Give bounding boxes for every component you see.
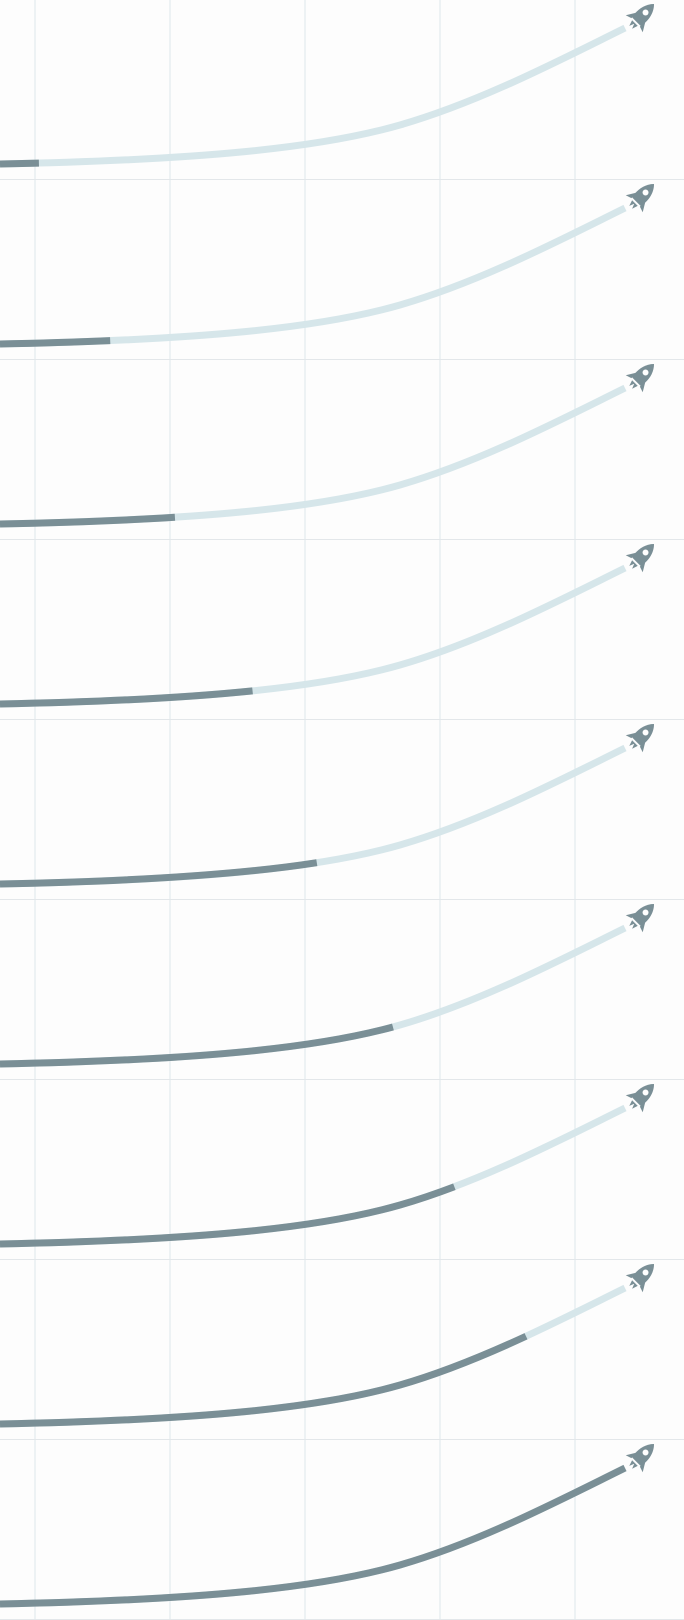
progress-panel [0, 180, 684, 360]
progress-panel [0, 540, 684, 720]
progress-fill [0, 1104, 627, 1248]
progress-track [0, 24, 627, 168]
progress-fill [0, 744, 627, 888]
progress-curve-chart [0, 1440, 684, 1620]
progress-curve-chart [0, 720, 684, 900]
rocket-icon [625, 903, 655, 933]
progress-panel [0, 360, 684, 540]
rocket-icon [625, 723, 655, 753]
progress-panel [0, 1080, 684, 1260]
progress-fill [0, 1284, 627, 1428]
rocket-icon [625, 543, 655, 573]
progress-curve-chart [0, 1260, 684, 1440]
progress-track [0, 384, 627, 528]
rocket-icon [625, 1443, 655, 1473]
progress-fill [0, 1464, 627, 1608]
progress-panel [0, 900, 684, 1080]
progress-curve-chart [0, 0, 684, 180]
progress-curve-chart [0, 540, 684, 720]
progress-fill [0, 924, 627, 1068]
progress-panel [0, 1260, 684, 1440]
progress-curve-chart [0, 180, 684, 360]
rocket-icon [625, 183, 655, 213]
progress-track [0, 204, 627, 348]
progress-panel [0, 0, 684, 180]
progress-curve-chart [0, 1080, 684, 1260]
progress-curve-chart [0, 900, 684, 1080]
rocket-icon [625, 363, 655, 393]
rocket-icon [625, 1083, 655, 1113]
progress-track [0, 564, 627, 708]
progress-panel [0, 720, 684, 900]
rocket-icon [625, 3, 655, 33]
progress-curve-chart [0, 360, 684, 540]
progress-panel [0, 1440, 684, 1620]
progress-fill [0, 564, 627, 708]
rocket-icon [625, 1263, 655, 1293]
progress-fill [0, 384, 627, 528]
